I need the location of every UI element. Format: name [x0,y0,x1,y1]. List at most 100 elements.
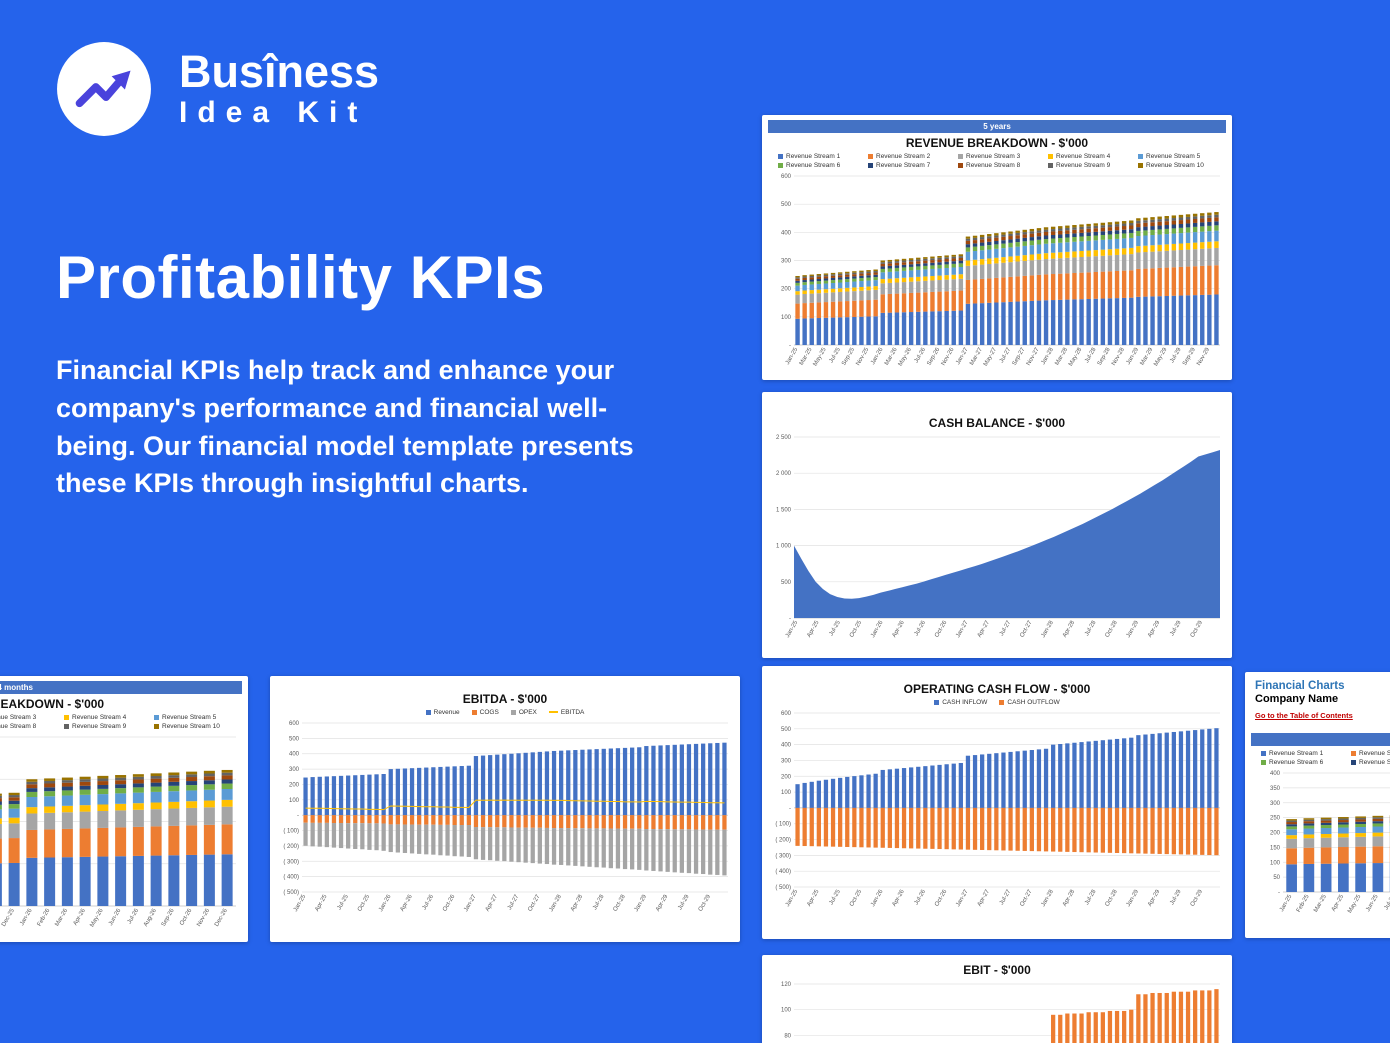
legend-label: Revenue Stream 5 [162,713,217,721]
svg-text:Jan-25: Jan-25 [293,893,308,912]
svg-text:Oct-26: Oct-26 [934,619,949,638]
legend-item: Revenue Stream 1 [1261,749,1339,757]
svg-text:Oct-26: Oct-26 [442,893,457,912]
svg-text:Nov-29: Nov-29 [1196,346,1211,366]
legend-label: Revenue Stream 2 [876,152,931,160]
svg-text:May-27: May-27 [983,346,999,367]
legend-swatch [1138,153,1143,159]
chart-legend: Revenue COGS OPEX EBITDA [280,708,730,716]
svg-text:Mar-26: Mar-26 [884,346,899,366]
svg-text:Nov-26: Nov-26 [941,346,956,366]
svg-text:Apr-29: Apr-29 [655,893,670,912]
legend-label: Revenue Stream 4 [1056,152,1111,160]
legend-item: Revenue Stream 4 [64,713,142,721]
svg-text:100: 100 [1270,860,1281,866]
svg-text:Sep-28: Sep-28 [1097,346,1112,366]
svg-text:Apr-26: Apr-26 [73,907,88,926]
svg-text:Apr-25: Apr-25 [806,619,821,638]
svg-text:600: 600 [781,711,792,717]
svg-text:Jul-25: Jul-25 [337,893,351,911]
svg-text:Oct-28: Oct-28 [1105,619,1120,638]
legend-label: Revenue Stream 7 [876,161,931,169]
svg-text:( 300): ( 300) [283,859,299,865]
svg-text:Jan-27: Jan-27 [955,619,970,638]
svg-text:Oct-28: Oct-28 [613,893,628,912]
chart-title: REVENUE BREAKDOWN - $'000 [905,136,1089,150]
svg-text:( 200): ( 200) [283,844,299,850]
svg-text:Jul-25: Jul-25 [829,346,843,364]
svg-text:Nov-27: Nov-27 [1026,346,1041,366]
svg-text:Jan-29: Jan-29 [1126,619,1141,638]
svg-text:Jun-25: Jun-25 [1365,893,1380,912]
svg-text:Oct-25: Oct-25 [849,619,864,638]
svg-text:Oct-26: Oct-26 [934,888,949,907]
legend-label: Revenue Stream 1 [786,152,841,160]
legend-label: Revenue Stream 9 [72,722,127,730]
table-of-contents-link[interactable]: Go to the Table of Contents [1255,711,1353,720]
legend-item: EBITDA [548,708,585,716]
svg-text:Dec-25: Dec-25 [1,907,16,927]
svg-text:Apr-27: Apr-27 [977,619,992,638]
svg-text:Jan-26: Jan-26 [378,893,393,912]
chart-card-ebitda: EBITDA - $'000 Revenue COGS OPEX EBITDA 600… [270,676,740,942]
svg-text:Nov-26: Nov-26 [196,907,211,927]
chart-card-revenue-breakdown-5y: 5 years REVENUE BREAKDOWN - $'000 Revenu… [762,115,1232,380]
svg-text:Jul-26: Jul-26 [127,907,141,925]
svg-text:Apr-26: Apr-26 [892,888,907,907]
svg-text:( 400): ( 400) [283,875,299,881]
chart-card-cash-balance: CASH BALANCE - $'000 2 500 2 000 1 500 1 00… [762,392,1232,658]
svg-text:Jul-29: Jul-29 [1169,346,1183,364]
svg-text:Mar-29: Mar-29 [1140,346,1155,366]
svg-text:100: 100 [289,798,300,804]
legend-label: Revenue Stream 8 [0,722,37,730]
legend-item: Revenue Stream 7 [1351,758,1390,766]
chart-card-ebit: EBIT - $'000 12010080604020-Jan-25Apr-25… [762,955,1232,1043]
legend-item: Revenue Stream 5 [154,713,232,721]
legend-item: OPEX [510,708,537,716]
svg-text:Nov-28: Nov-28 [1111,346,1126,366]
svg-text:Jul-28: Jul-28 [592,893,606,911]
legend-item: Revenue Stream 8 [0,722,52,730]
svg-text:Jul-29: Jul-29 [1169,888,1183,906]
svg-text:400: 400 [289,752,300,758]
svg-text:Jan-27: Jan-27 [463,893,478,912]
logo-trend-icon [55,40,153,138]
chart-title: EBIT - $'000 [963,963,1031,977]
svg-text:Feb-26: Feb-26 [37,907,52,927]
legend-label: Revenue Stream 10 [1146,161,1204,169]
cash-balance-plot: 2 500 2 000 1 500 1 000 500 -Jan-25 Apr-25 Jul-… [776,435,1220,639]
legend-item: Revenue Stream 2 [1351,749,1390,757]
svg-text:Apr-27: Apr-27 [485,893,500,912]
svg-text:Jan-28: Jan-28 [1041,346,1056,365]
legend-item: Revenue Stream 3 [0,713,52,721]
svg-text:Mar-27: Mar-27 [969,346,984,366]
chart-title: OPERATING CASH FLOW - $'000 [903,682,1091,696]
svg-text:-: - [297,813,299,819]
svg-text:300: 300 [781,758,792,764]
svg-text:150: 150 [1270,845,1281,851]
brand-text: Busîness Idea Kit [179,48,379,129]
legend-label: Revenue Stream 6 [1269,758,1324,766]
legend-label: EBITDA [560,708,585,716]
chart-legend: CASH INFLOW CASH OUTFLOW [772,698,1222,706]
svg-text:Jan-29: Jan-29 [1126,346,1141,365]
svg-text:Sep-29: Sep-29 [1182,346,1197,366]
svg-text:Jul-26: Jul-26 [914,888,928,906]
legend-item: Revenue Stream 10 [1138,161,1216,169]
svg-text:Mar-25: Mar-25 [799,346,814,366]
legend-item: Revenue Stream 5 [1138,152,1216,160]
chart-period-header [1251,733,1390,746]
legend-swatch [510,709,516,715]
legend-swatch [868,162,873,168]
legend-item: Revenue Stream 1 [778,152,856,160]
svg-text:Nov-25: Nov-25 [855,346,870,366]
svg-text:400: 400 [781,230,792,236]
chart-period-header: 24 months [0,681,242,694]
svg-text:Jul-26: Jul-26 [914,619,928,637]
svg-text:Apr-25: Apr-25 [314,893,329,912]
page-description: Financial KPIs help track and enhance yo… [56,355,634,499]
svg-text:Jan-28: Jan-28 [1041,619,1056,638]
legend-item: Revenue Stream 2 [868,152,946,160]
